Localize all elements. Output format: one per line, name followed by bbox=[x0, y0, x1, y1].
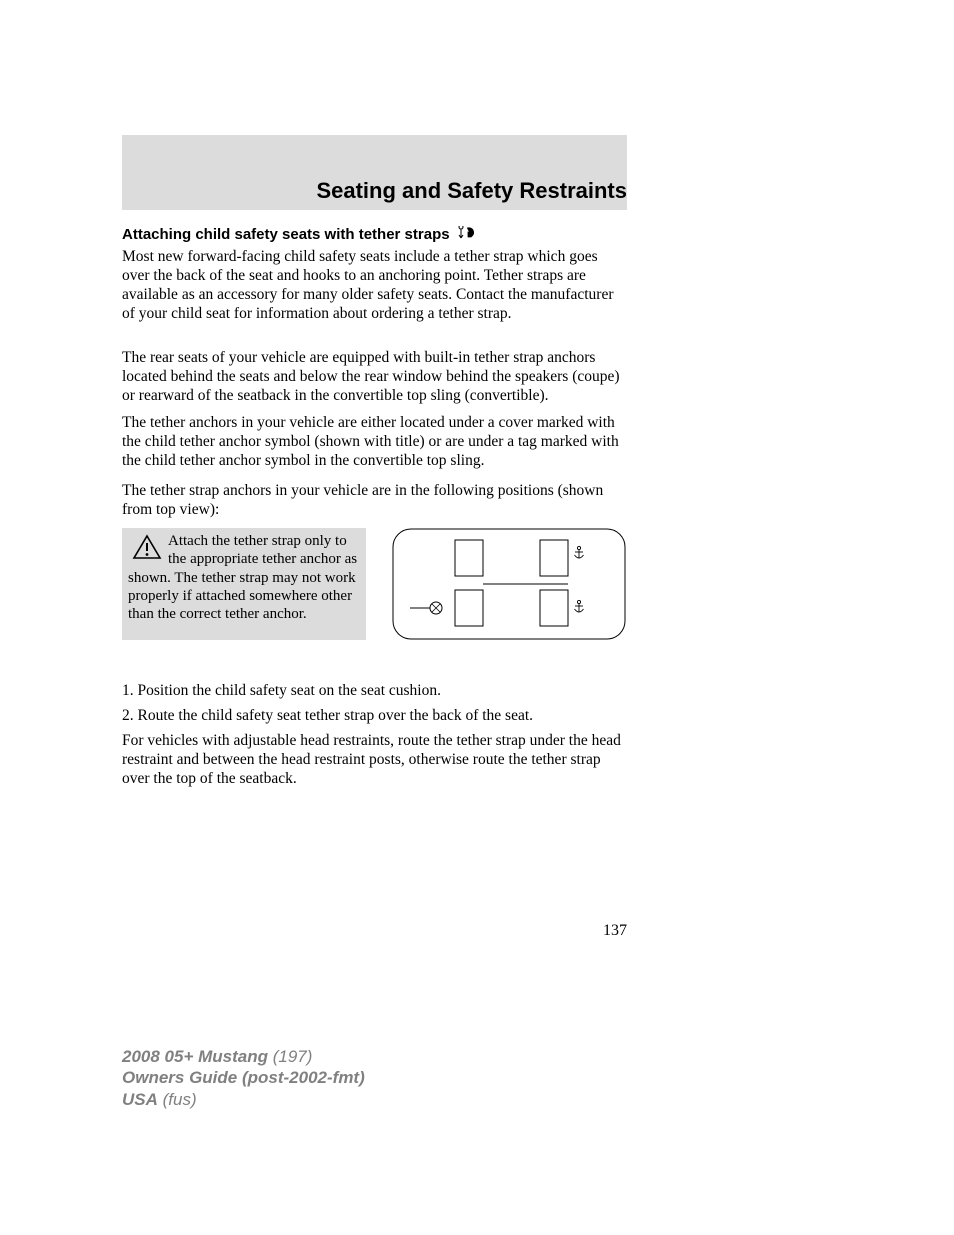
tether-position-diagram bbox=[392, 528, 626, 640]
footer-line-2: Owners Guide (post-2002-fmt) bbox=[122, 1067, 365, 1088]
diagram-seat-front-right bbox=[455, 540, 483, 576]
paragraph-2: The rear seats of your vehicle are equip… bbox=[122, 349, 627, 406]
chapter-title: Seating and Safety Restraints bbox=[122, 178, 627, 204]
footer-region: USA bbox=[122, 1090, 158, 1109]
paragraph-3: The tether anchors in your vehicle are e… bbox=[122, 414, 627, 471]
step-1: 1. Position the child safety seat on the… bbox=[122, 682, 627, 701]
diagram-anchor-icon-2 bbox=[575, 600, 584, 612]
section-heading: Attaching child safety seats with tether… bbox=[122, 226, 478, 244]
section-heading-text: Attaching child safety seats with tether… bbox=[122, 226, 450, 243]
paragraph-4: The tether strap anchors in your vehicle… bbox=[122, 482, 627, 520]
diagram-steering-icon bbox=[410, 602, 442, 614]
footer-model: 2008 05+ Mustang bbox=[122, 1047, 268, 1066]
diagram-anchor-icon-1 bbox=[575, 546, 584, 558]
paragraph-5: For vehicles with adjustable head restra… bbox=[122, 732, 627, 789]
diagram-seat-front-left bbox=[455, 590, 483, 626]
footer-guide: Owners Guide (post-2002-fmt) bbox=[122, 1068, 365, 1087]
footer-model-code: (197) bbox=[268, 1047, 312, 1066]
step-2: 2. Route the child safety seat tether st… bbox=[122, 707, 627, 726]
diagram-seat-rear-right bbox=[540, 540, 568, 576]
diagram-seat-rear-left bbox=[540, 590, 568, 626]
footer-region-code: (fus) bbox=[158, 1090, 197, 1109]
footer-block: 2008 05+ Mustang (197) Owners Guide (pos… bbox=[122, 1046, 365, 1110]
footer-line-1: 2008 05+ Mustang (197) bbox=[122, 1046, 365, 1067]
warning-triangle-icon bbox=[132, 534, 162, 565]
tether-anchor-icon bbox=[458, 226, 478, 244]
page-number: 137 bbox=[122, 922, 627, 940]
footer-line-3: USA (fus) bbox=[122, 1089, 365, 1110]
warning-callout: Attach the tether strap only to the appr… bbox=[122, 528, 366, 640]
paragraph-1: Most new forward-facing child safety sea… bbox=[122, 248, 627, 324]
warning-text: Attach the tether strap only to the appr… bbox=[128, 533, 357, 622]
